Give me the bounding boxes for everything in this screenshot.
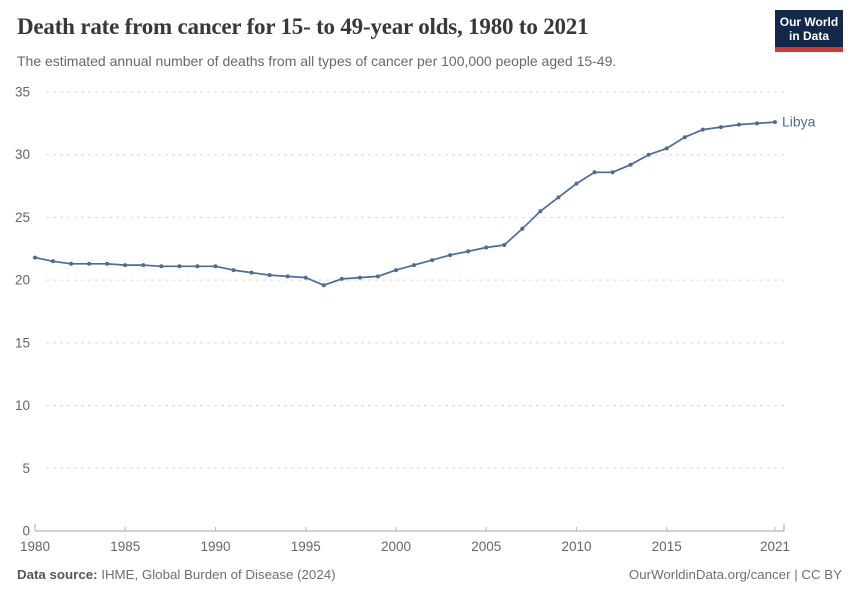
x-tick-label: 2005 [471, 539, 501, 554]
data-point[interactable] [195, 264, 200, 269]
data-point[interactable] [375, 274, 380, 279]
data-point[interactable] [448, 253, 453, 258]
data-point[interactable] [700, 127, 705, 132]
series-line[interactable] [34, 121, 776, 287]
data-point[interactable] [773, 120, 777, 125]
owid-logo-line2: in Data [788, 28, 829, 43]
credit-link[interactable]: OurWorldinData.org/cancer | CC BY [628, 567, 842, 582]
x-tick-label: 1980 [20, 539, 50, 554]
x-tick-label: 2000 [381, 539, 411, 554]
x-tick-label: 1990 [200, 539, 230, 554]
x-tick-label: 1985 [110, 539, 140, 554]
data-point[interactable] [466, 249, 471, 254]
data-point[interactable] [33, 255, 37, 260]
data-point[interactable] [394, 268, 398, 273]
x-tick-label: 1995 [291, 539, 321, 554]
data-point[interactable] [339, 276, 344, 281]
owid-logo-text: Our World in Data [780, 15, 838, 43]
x-tick-label: 2021 [760, 539, 790, 554]
data-source-label: Data source: [17, 567, 98, 582]
y-tick-label: 0 [22, 524, 30, 539]
data-point[interactable] [556, 195, 561, 200]
data-point[interactable] [538, 209, 543, 214]
data-point[interactable] [664, 146, 669, 151]
y-tick-label: 35 [15, 85, 30, 100]
y-tick-label: 10 [15, 398, 30, 413]
chart-title: Death rate from cancer for 15- to 49-yea… [17, 14, 589, 39]
series-end-label[interactable]: Libya [782, 114, 816, 130]
data-point[interactable] [249, 270, 254, 275]
y-tick-label: 20 [15, 273, 30, 288]
data-point[interactable] [520, 226, 525, 231]
y-tick-label: 30 [15, 147, 30, 162]
data-point[interactable] [141, 263, 146, 268]
data-point[interactable] [412, 263, 416, 268]
data-point[interactable] [357, 275, 362, 280]
data-point[interactable] [610, 170, 615, 175]
owid-logo[interactable]: Our World in Data [775, 10, 843, 52]
data-point[interactable] [574, 181, 579, 186]
data-point[interactable] [502, 243, 507, 247]
data-point[interactable] [755, 121, 759, 126]
data-point[interactable] [321, 283, 326, 288]
data-point[interactable] [231, 268, 236, 273]
data-point[interactable] [646, 152, 651, 157]
y-tick-label: 5 [22, 461, 30, 476]
data-point[interactable] [69, 261, 74, 266]
x-tick-label: 2010 [561, 539, 591, 554]
data-point[interactable] [177, 264, 182, 269]
y-tick-label: 25 [15, 210, 30, 225]
data-point[interactable] [718, 125, 723, 130]
data-point[interactable] [484, 245, 489, 250]
data-point[interactable] [430, 258, 435, 263]
data-point[interactable] [51, 259, 55, 264]
data-point[interactable] [123, 263, 128, 268]
data-point[interactable] [105, 261, 110, 266]
data-point[interactable] [285, 274, 290, 279]
data-point[interactable] [87, 261, 92, 266]
x-tick-label: 2015 [652, 539, 682, 554]
y-tick-label: 15 [15, 335, 30, 350]
data-source-text: IHME, Global Burden of Disease (2024) [97, 567, 336, 582]
data-point[interactable] [213, 264, 218, 269]
data-point[interactable] [628, 162, 633, 167]
data-point[interactable] [592, 170, 597, 175]
chart-footer: Data source: IHME, Global Burden of Dise… [17, 567, 842, 582]
data-point[interactable] [159, 264, 164, 269]
owid-logo-line1: Our World [779, 14, 839, 29]
data-point[interactable] [682, 135, 687, 140]
data-point[interactable] [303, 275, 308, 280]
data-point[interactable] [736, 122, 741, 127]
data-point[interactable] [267, 273, 272, 278]
chart-subtitle: The estimated annual number of deaths fr… [17, 53, 617, 69]
data-source: Data source: IHME, Global Burden of Dise… [17, 567, 336, 582]
